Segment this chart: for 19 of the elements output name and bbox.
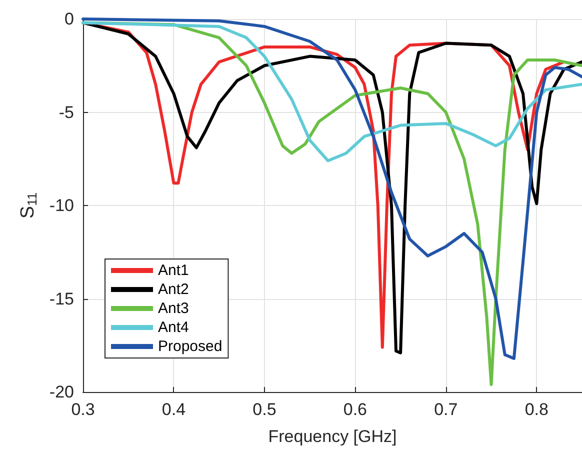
y-tick-label: -10 (49, 196, 74, 215)
x-tick-label: 0.5 (252, 400, 276, 419)
line-series (82, 21, 582, 162)
y-tick-label: -5 (58, 102, 74, 122)
legend-label: Ant1 (158, 262, 189, 279)
legend-label: Proposed (158, 338, 222, 355)
x-axis-title: Frequency [GHz] (268, 427, 397, 446)
x-tick-label: 0.7 (434, 400, 458, 419)
legend-label: Ant4 (158, 319, 189, 336)
y-axis-title: S11 (18, 192, 40, 219)
y-tick-label: -20 (49, 382, 74, 402)
y-tick-label: 0 (64, 10, 74, 28)
legend-label: Ant3 (158, 300, 189, 317)
y-tick-label: -15 (49, 289, 74, 308)
x-tick-label: 0.6 (343, 400, 367, 419)
legend-label: Ant2 (158, 281, 189, 298)
x-tick-label: 0.8 (524, 400, 548, 419)
x-tick-label: 0.3 (71, 400, 95, 419)
x-tick-label: 0.4 (162, 400, 186, 419)
